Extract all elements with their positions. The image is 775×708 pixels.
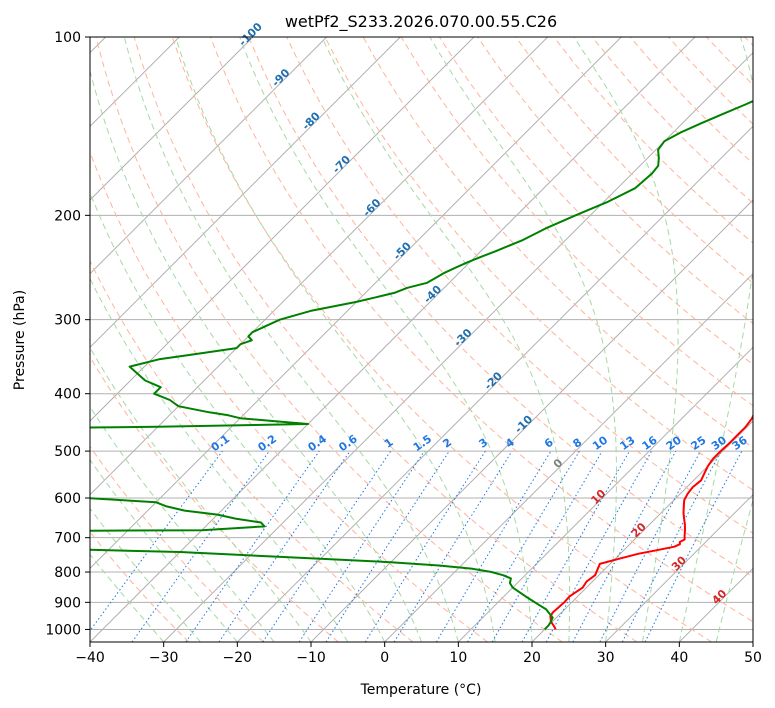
dry-adiabat-line xyxy=(95,37,563,642)
y-tick-label: 400 xyxy=(54,387,81,403)
y-axis-label: Pressure (hPa) xyxy=(12,290,28,390)
mixing-ratio-line xyxy=(572,450,677,642)
moist-adiabat-line xyxy=(90,553,165,642)
moist-adiabat-line xyxy=(90,405,275,642)
dry-adiabat-line xyxy=(171,37,712,642)
moist-adiabat-line xyxy=(321,37,571,642)
chart-title: wetPf2_S233.2026.070.00.55.C26 xyxy=(285,12,557,32)
y-tick-label: 800 xyxy=(54,565,81,581)
y-tick-label: 200 xyxy=(54,208,81,224)
y-tick-label: 600 xyxy=(54,491,81,507)
plot-frame xyxy=(89,36,754,643)
mixing-ratio-line xyxy=(393,450,513,642)
moist-adiabat-line xyxy=(90,346,312,642)
isotherm-line xyxy=(457,346,753,642)
isotherm-line xyxy=(605,493,753,642)
x-tick-label: 20 xyxy=(523,650,541,666)
dewpoint-profile xyxy=(90,100,753,631)
dry-adiabat-line xyxy=(286,37,753,534)
dry-adiabat-line xyxy=(90,356,339,642)
moist-adiabats xyxy=(90,37,753,642)
moist-adiabat-line xyxy=(715,498,753,642)
x-tick-label: 40 xyxy=(670,650,688,666)
isotherm-line xyxy=(163,51,753,642)
moist-adiabat-line xyxy=(123,37,459,642)
y-tick-label: 300 xyxy=(54,313,81,329)
dry-adiabat-line xyxy=(133,37,638,642)
y-tick-label: 100 xyxy=(54,30,81,46)
moist-adiabat-line xyxy=(90,68,422,642)
moist-adiabat-line xyxy=(175,37,496,642)
dry-adiabat-line xyxy=(90,259,414,642)
dry-adiabat-line xyxy=(324,37,753,491)
y-tick-label: 700 xyxy=(54,531,81,547)
mixing-ratio-line xyxy=(90,450,223,632)
x-tick-label: 50 xyxy=(744,650,762,666)
isotherm-line xyxy=(236,125,753,642)
y-axis: 100 200 300 400 500 600 700 800 900 1000 xyxy=(45,30,90,638)
moist-adiabat-line xyxy=(90,277,349,642)
isotherm-line xyxy=(90,37,549,496)
mixing-ratio-line xyxy=(131,450,270,642)
isotherm-line xyxy=(90,37,328,275)
dry-adiabat-line xyxy=(90,445,264,642)
dry-adiabat-line xyxy=(210,37,753,623)
moist-adiabat-line xyxy=(90,458,238,642)
dry-adiabat-line xyxy=(515,37,753,284)
mixing-ratio-line xyxy=(298,450,425,642)
moist-adiabat-line xyxy=(429,37,617,642)
temperature-profile xyxy=(549,413,753,630)
x-tick-label: 10 xyxy=(449,650,467,666)
isotherm-line xyxy=(90,37,475,422)
y-tick-label: 500 xyxy=(54,444,81,460)
sounding-profiles xyxy=(90,100,753,631)
y-tick-label: 1000 xyxy=(45,622,81,638)
x-axis-label: Temperature (°C) xyxy=(360,682,482,698)
isotherm-line xyxy=(90,37,254,201)
x-tick-label: −40 xyxy=(75,650,105,666)
moist-adiabat-line xyxy=(90,507,201,642)
mixing-ratio-line xyxy=(325,450,450,642)
mixing-ratio-line xyxy=(262,450,392,642)
mixing-ratio-line xyxy=(521,450,630,642)
mixing-ratio-line xyxy=(644,450,743,642)
y-tick-label: 900 xyxy=(54,595,81,611)
isotherm-line xyxy=(531,420,753,642)
moist-adiabat-line xyxy=(239,37,533,642)
moist-adiabat-line xyxy=(573,37,679,642)
mixing-ratio-lines xyxy=(90,450,743,642)
dry-adiabat-line xyxy=(248,37,753,578)
dry-adiabats xyxy=(90,37,753,642)
x-tick-label: 0 xyxy=(380,650,389,666)
isotherm-line xyxy=(90,37,622,570)
mixing-ratio-line xyxy=(185,450,320,642)
x-tick-label: −30 xyxy=(149,650,179,666)
mixing-ratio-line xyxy=(218,450,351,642)
mixing-ratio-line xyxy=(545,450,653,642)
x-tick-label: −10 xyxy=(296,650,326,666)
moist-adiabat-line xyxy=(90,191,386,642)
isotherm-line xyxy=(90,37,401,349)
x-tick-label: −20 xyxy=(223,650,253,666)
isotherm-line xyxy=(384,272,753,642)
x-tick-label: 30 xyxy=(597,650,615,666)
x-axis: −40 −30 −20 −10 0 10 20 30 40 50 xyxy=(75,642,762,666)
moist-adiabat-line xyxy=(678,37,753,642)
